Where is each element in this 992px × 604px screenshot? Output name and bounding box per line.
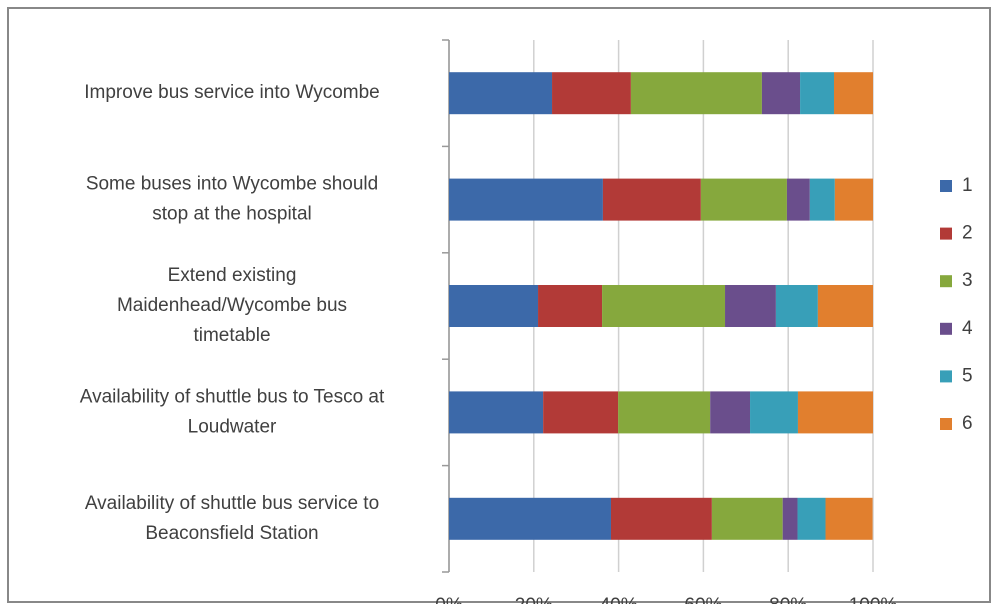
x-tick-label: 0% xyxy=(435,595,463,604)
y-tick-label: Some buses into Wycombe should xyxy=(86,174,378,195)
bar-segment xyxy=(817,285,873,327)
bar-segment xyxy=(782,497,798,540)
bar-segment xyxy=(543,391,619,434)
legend-swatch xyxy=(940,275,952,288)
legend-label: 4 xyxy=(962,318,973,339)
bar-segment xyxy=(602,178,701,221)
bar-segment xyxy=(834,178,873,221)
bar-segment xyxy=(825,497,873,540)
legend-swatch xyxy=(940,418,952,430)
legend-swatch xyxy=(940,322,952,335)
y-tick-label: timetable xyxy=(193,325,270,346)
legend-label: 3 xyxy=(962,270,973,291)
legend-swatch xyxy=(940,370,952,383)
bar-segment xyxy=(725,285,776,327)
x-tick-label: 60% xyxy=(684,595,722,604)
legend-label: 6 xyxy=(962,413,973,434)
bar-segment xyxy=(786,178,810,221)
bar-segment xyxy=(449,178,603,221)
bar-segment xyxy=(610,497,712,540)
bar-segment xyxy=(449,72,553,115)
bar-segment xyxy=(833,72,873,115)
x-tick-label: 80% xyxy=(769,595,807,604)
y-tick-label: Improve bus service into Wycombe xyxy=(84,82,380,103)
x-tick-label: 100% xyxy=(849,595,898,604)
bar-segment xyxy=(800,72,834,115)
y-tick-label: Availability of shuttle bus service to xyxy=(85,493,379,514)
bar-segment xyxy=(750,391,798,434)
y-tick-label: Loudwater xyxy=(188,416,277,437)
bar-segment xyxy=(449,285,539,327)
legend-label: 1 xyxy=(962,175,973,196)
bar-segment xyxy=(630,72,762,115)
bar-segment xyxy=(775,285,818,327)
legend-swatch xyxy=(940,227,952,240)
legend-label: 5 xyxy=(962,365,973,386)
bar-segment xyxy=(797,497,826,540)
x-tick-label: 20% xyxy=(515,595,553,604)
legend-swatch xyxy=(940,180,952,192)
bar-segment xyxy=(602,285,726,327)
bar-segment xyxy=(711,497,783,540)
y-tick-label: Extend existing xyxy=(168,265,297,286)
bar-segment xyxy=(710,391,751,434)
x-tick-label: 40% xyxy=(600,595,638,604)
bar-segment xyxy=(538,285,603,327)
y-tick-label: stop at the hospital xyxy=(152,204,312,225)
legend-label: 2 xyxy=(962,223,973,244)
bar-segment xyxy=(449,391,544,434)
y-tick-label: Availability of shuttle bus to Tesco at xyxy=(80,386,385,407)
bar-segment xyxy=(552,72,631,115)
bar-segment xyxy=(797,391,873,434)
y-tick-label: Beaconsfield Station xyxy=(145,523,318,544)
bar-segment xyxy=(700,178,787,221)
bar-segment xyxy=(809,178,835,221)
bar-segment xyxy=(449,497,611,540)
bar-segment xyxy=(618,391,711,434)
y-tick-label: Maidenhead/Wycombe bus xyxy=(117,295,347,316)
bar-segment xyxy=(761,72,801,115)
